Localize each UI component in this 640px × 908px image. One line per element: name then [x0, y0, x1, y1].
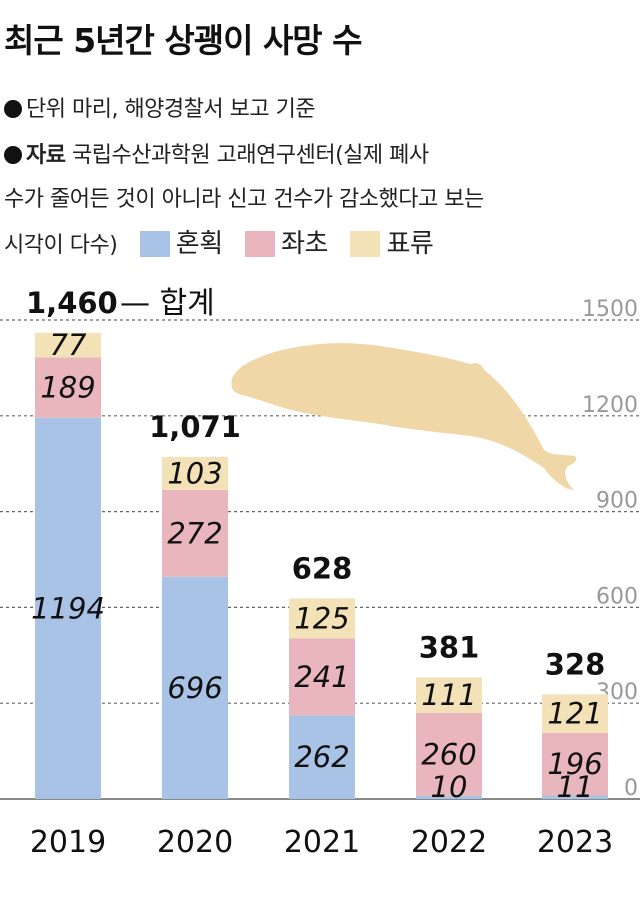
bullet-icon	[4, 146, 22, 164]
segment-drifting	[542, 694, 608, 733]
segment-bycatch	[416, 795, 482, 799]
label-bycatch: 1194	[31, 591, 105, 625]
x-tick-label: 2021	[284, 825, 360, 860]
label-stranding: 189	[40, 371, 95, 405]
page-title: 최근 5년간 상괭이 사망 수	[4, 21, 363, 60]
segment-stranding	[162, 489, 228, 577]
unit-text: 단위 마리, 해양경찰서 보고 기준	[26, 97, 316, 122]
label-drifting: 125	[294, 601, 349, 635]
label-bycatch: 10	[431, 770, 468, 804]
segment-stranding	[35, 357, 101, 418]
total-label: 628	[292, 551, 353, 585]
y-tick-label: 0	[624, 776, 638, 801]
segment-stranding	[542, 732, 608, 796]
x-tick-label: 2022	[411, 825, 487, 860]
legend-label-stranding: 좌초	[281, 229, 328, 259]
bars-layer: 1194 189 77 1,460— 합계 2019 696 272 103 1,071 2020…	[26, 286, 613, 860]
label-stranding: 272	[167, 516, 222, 550]
label-bycatch: 11	[557, 770, 594, 804]
legend-label-drifting: 표류	[386, 229, 434, 259]
label-drifting: 77	[50, 328, 87, 362]
legend-swatch-stranding	[245, 231, 276, 257]
label-drifting: 103	[167, 456, 222, 490]
source-line-3-and-legend: 시각이 다수) 혼획 좌초 표류	[4, 226, 434, 264]
label-bycatch: 696	[167, 671, 222, 705]
unit-note: 단위 마리, 해양경찰서 보고 기준	[4, 92, 316, 128]
label-stranding: 260	[421, 737, 476, 771]
x-tick-label: 2020	[157, 825, 233, 860]
source-text-3: 시각이 다수)	[4, 233, 118, 258]
x-tick-label: 2019	[30, 825, 106, 860]
y-tick-label: 900	[596, 489, 638, 514]
segment-bycatch	[162, 576, 228, 799]
label-drifting: 111	[421, 678, 476, 712]
total-label: 1,071	[149, 410, 241, 444]
segment-drifting	[162, 456, 228, 490]
segment-stranding	[289, 638, 355, 716]
legend-swatch-bycatch	[139, 231, 170, 257]
total-label: 1,460	[26, 286, 118, 320]
segment-drifting	[35, 332, 101, 358]
segment-bycatch	[289, 715, 355, 799]
segment-drifting	[289, 598, 355, 639]
y-tick-label: 1200	[582, 393, 638, 418]
legend-swatch-drifting	[350, 231, 381, 257]
label-bycatch: 262	[294, 740, 349, 774]
source-note: 자료 국립수산과학원 고래연구센터(실제 폐사	[4, 138, 429, 174]
label-stranding: 241	[294, 660, 349, 694]
total-label: 381	[419, 630, 480, 664]
source-label: 자료	[26, 143, 66, 168]
source-text-2: 수가 줄어든 것이 아니라 신고 건수가 감소했다고 보는	[4, 187, 484, 212]
segment-drifting	[416, 677, 482, 713]
y-tick-label: 1500	[582, 297, 638, 322]
segment-stranding	[416, 712, 482, 796]
legend-label-bycatch: 혼획	[175, 229, 223, 259]
total-label: 328	[545, 647, 606, 681]
source-text-1: 국립수산과학원 고래연구센터(실제 폐사	[65, 143, 429, 168]
label-stranding: 196	[547, 747, 602, 781]
porpoise-silhouette-icon	[231, 343, 577, 490]
segment-bycatch	[542, 795, 608, 799]
label-drifting: 121	[547, 697, 602, 731]
x-tick-label: 2023	[537, 825, 613, 860]
y-tick-label: 600	[596, 584, 638, 609]
segment-bycatch	[35, 417, 101, 799]
bullet-icon	[4, 100, 22, 118]
total-note: — 합계	[120, 286, 215, 321]
